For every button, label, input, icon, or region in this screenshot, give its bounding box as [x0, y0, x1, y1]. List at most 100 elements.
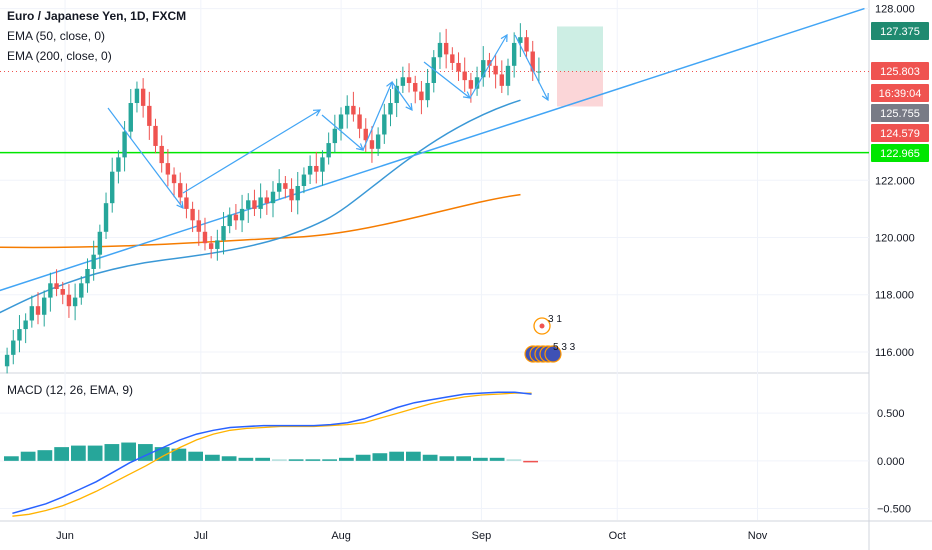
- candle-body[interactable]: [518, 37, 523, 43]
- wave-arrow[interactable]: [514, 34, 549, 101]
- candle-body[interactable]: [233, 214, 239, 221]
- candle-body[interactable]: [227, 214, 232, 227]
- candle-body[interactable]: [97, 231, 103, 255]
- candle-body[interactable]: [60, 289, 65, 295]
- candle-body[interactable]: [357, 114, 362, 129]
- wave-arrow[interactable]: [107, 107, 184, 209]
- candle-body[interactable]: [252, 200, 257, 209]
- candle-body[interactable]: [221, 226, 226, 241]
- candle-body[interactable]: [66, 294, 72, 307]
- candle-body[interactable]: [295, 186, 300, 201]
- candle-body[interactable]: [425, 82, 430, 101]
- candle-body[interactable]: [511, 42, 517, 66]
- candle-body[interactable]: [474, 77, 480, 89]
- candle-body[interactable]: [23, 320, 28, 330]
- candle-body[interactable]: [345, 105, 350, 115]
- candle-body[interactable]: [264, 197, 270, 204]
- candle-body[interactable]: [289, 188, 294, 201]
- candle-body[interactable]: [332, 128, 338, 144]
- candle-body[interactable]: [178, 183, 183, 198]
- candle-body[interactable]: [382, 114, 387, 135]
- candle-body[interactable]: [499, 74, 505, 86]
- signal-line[interactable]: [12, 392, 532, 517]
- candle-body[interactable]: [128, 103, 133, 132]
- candle-body[interactable]: [239, 208, 245, 221]
- candle-body[interactable]: [184, 197, 189, 209]
- candle-body[interactable]: [276, 183, 282, 192]
- candle-body[interactable]: [153, 125, 158, 146]
- wave-arrow[interactable]: [469, 34, 508, 99]
- candle-body[interactable]: [326, 143, 331, 158]
- candle-body[interactable]: [147, 105, 152, 126]
- candle-body[interactable]: [11, 340, 16, 355]
- candle-body[interactable]: [314, 165, 319, 172]
- candle-body[interactable]: [165, 163, 171, 175]
- wave-arrow[interactable]: [321, 114, 364, 151]
- candle-body[interactable]: [35, 306, 41, 315]
- candle-body[interactable]: [159, 145, 164, 164]
- candle-body[interactable]: [134, 88, 140, 104]
- candle-body[interactable]: [283, 183, 288, 189]
- candle-body[interactable]: [258, 197, 263, 209]
- candle-body[interactable]: [110, 171, 115, 204]
- candle-body[interactable]: [17, 329, 22, 341]
- candle-body[interactable]: [320, 157, 325, 172]
- macd-legend[interactable]: MACD (12, 26, EMA, 9): [7, 383, 134, 397]
- candle-body[interactable]: [413, 82, 418, 92]
- ema50-legend[interactable]: EMA (50, close, 0): [7, 29, 106, 43]
- candle-body[interactable]: [505, 65, 511, 86]
- wave-arrow[interactable]: [362, 81, 393, 151]
- candle-body[interactable]: [208, 243, 214, 249]
- candle-body[interactable]: [72, 297, 78, 307]
- candle-body[interactable]: [394, 85, 399, 104]
- candle-body[interactable]: [443, 42, 449, 55]
- candle-body[interactable]: [437, 42, 443, 58]
- candle-body[interactable]: [536, 71, 542, 73]
- trendline[interactable]: [0, 7, 865, 292]
- candle-body[interactable]: [246, 200, 251, 209]
- candle-body[interactable]: [54, 283, 59, 290]
- wave-arrow[interactable]: [391, 81, 413, 111]
- candle-body[interactable]: [140, 88, 146, 106]
- candle-body[interactable]: [202, 231, 208, 244]
- candle-body[interactable]: [462, 71, 467, 81]
- candle-body[interactable]: [307, 165, 313, 175]
- candle-body[interactable]: [338, 114, 344, 129]
- candle-body[interactable]: [215, 240, 220, 249]
- ema200-line[interactable]: [0, 193, 521, 249]
- candle-body[interactable]: [79, 283, 84, 298]
- candle-body[interactable]: [388, 103, 393, 115]
- candle-body[interactable]: [29, 306, 35, 321]
- candle-body[interactable]: [419, 91, 424, 101]
- candle-body[interactable]: [530, 51, 535, 72]
- event-ring-icon[interactable]: [533, 317, 551, 335]
- candle-body[interactable]: [116, 157, 121, 172]
- candle-body[interactable]: [481, 60, 486, 78]
- wave-arrow[interactable]: [182, 109, 321, 194]
- candle-body[interactable]: [171, 174, 177, 184]
- candle-body[interactable]: [406, 77, 412, 83]
- wave-arrow[interactable]: [423, 61, 471, 99]
- candle-body[interactable]: [400, 77, 406, 86]
- candle-body[interactable]: [468, 80, 474, 89]
- event-flag-icon[interactable]: [544, 345, 562, 363]
- candle-body[interactable]: [85, 268, 90, 284]
- candle-body[interactable]: [41, 297, 47, 315]
- take-profit-zone[interactable]: [557, 26, 603, 72]
- candle-body[interactable]: [270, 191, 276, 204]
- candle-body[interactable]: [301, 174, 307, 186]
- candle-body[interactable]: [196, 220, 201, 232]
- candle-body[interactable]: [375, 134, 381, 149]
- ema200-legend[interactable]: EMA (200, close, 0): [7, 49, 112, 63]
- candle-body[interactable]: [450, 54, 455, 63]
- candle-body[interactable]: [369, 140, 375, 149]
- candle-body[interactable]: [103, 203, 109, 232]
- candle-body[interactable]: [190, 208, 195, 221]
- candle-body[interactable]: [351, 105, 356, 115]
- candle-body[interactable]: [487, 60, 492, 66]
- macd-line[interactable]: [12, 391, 532, 515]
- candle-body[interactable]: [48, 283, 53, 298]
- candle-body[interactable]: [456, 62, 461, 72]
- candle-body[interactable]: [524, 37, 529, 52]
